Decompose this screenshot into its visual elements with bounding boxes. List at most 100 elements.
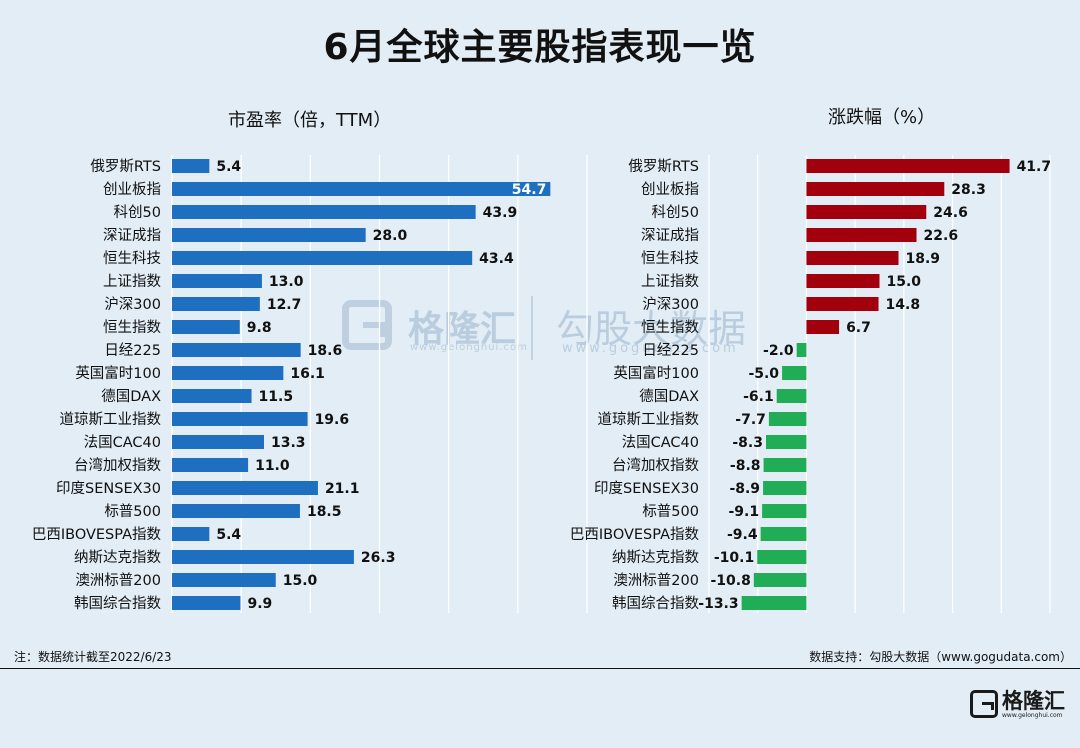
footer-divider [0,668,1080,669]
page-title: 6月全球主要股指表现一览 [323,27,757,68]
bar [765,435,807,449]
category-label: 沪深300 [642,296,699,313]
category-label: 德国DAX [101,388,161,405]
bar [172,550,354,564]
bar [172,228,366,242]
value-label: 11.0 [255,458,290,474]
bar [172,205,476,219]
bar [757,550,807,564]
bar [806,159,1010,173]
bar [806,205,927,219]
category-label: 上证指数 [641,273,699,290]
bar [753,573,807,587]
category-label: 法国CAC40 [622,434,699,451]
value-label: 43.4 [479,251,514,267]
category-label: 科创50 [114,204,161,221]
category-label: 恒生指数 [641,319,699,336]
category-label: 印度SENSEX30 [594,480,699,497]
value-label: 5.4 [216,527,241,543]
category-label: 德国DAX [639,388,699,405]
bar [806,251,899,265]
category-label: 沪深300 [104,296,161,313]
bar [806,182,945,196]
value-label: -7.7 [735,412,766,428]
value-label: 14.8 [886,297,921,313]
footnote: 注：数据统计截至2022/6/23 [14,650,172,664]
value-label: 9.9 [247,596,272,612]
value-label: -13.3 [698,596,738,612]
value-label: 18.9 [905,251,940,267]
data-source: 数据支持：勾股大数据（www.gogudata.com） [809,650,1072,664]
category-label: 英国富时100 [613,364,699,382]
value-label: -8.8 [730,458,761,474]
pe-chart-title: 市盈率（倍，TTM） [228,110,392,131]
bar [776,389,807,403]
value-label: 26.3 [361,550,396,566]
watermark-brand-url: www.gelonghui.com [410,342,528,353]
value-label: 54.7 [512,182,547,198]
category-label: 纳斯达克指数 [74,549,161,566]
category-label: 标普500 [642,503,699,520]
bar [172,159,210,173]
value-label: 5.4 [216,159,241,175]
value-label: 15.0 [283,573,318,589]
value-label: -8.3 [732,435,763,451]
value-label: -6.1 [743,389,774,405]
value-label: -2.0 [763,343,794,359]
category-label: 俄罗斯RTS [628,158,699,175]
bar [782,366,807,380]
value-label: -8.9 [729,481,760,497]
category-label: 英国富时100 [75,364,161,382]
bar [172,435,264,449]
category-label: 纳斯达克指数 [612,549,699,566]
bar [172,343,301,357]
value-label: 18.6 [308,343,343,359]
value-label: 24.6 [933,205,968,221]
category-label: 创业板指 [103,180,161,198]
value-label: 18.5 [307,504,342,520]
value-label: 41.7 [1017,159,1052,175]
category-label: 科创50 [652,204,699,221]
value-label: -9.4 [727,527,758,543]
watermark-divider [531,296,533,360]
bar [806,320,840,334]
category-label: 创业板指 [641,180,699,198]
value-label: 16.1 [290,366,325,382]
category-label: 深证成指 [641,227,699,244]
value-label: 28.0 [373,228,408,244]
value-label: 19.6 [315,412,350,428]
category-label: 日经225 [104,342,161,359]
value-label: 28.3 [951,182,986,198]
category-label: 恒生指数 [103,319,161,336]
category-label: 深证成指 [103,227,161,244]
gelonghui-watermark-icon [342,300,392,350]
watermark-data-name: 勾股大数据 [556,307,747,351]
value-label: 13.3 [271,435,306,451]
watermark-data-url: www.gogudata.com [562,341,739,356]
bar [806,228,917,242]
bar [763,481,807,495]
bar [760,527,807,541]
value-label: 6.7 [846,320,871,336]
value-label: -10.8 [710,573,750,589]
logo-name: 格隆汇 [1002,688,1065,713]
bar [172,458,249,472]
bar [172,596,241,610]
category-label: 上证指数 [103,273,161,290]
category-label: 日经225 [642,342,699,359]
category-label: 俄罗斯RTS [90,158,161,175]
category-label: 法国CAC40 [84,434,161,451]
category-label: 巴西IBOVESPA指数 [570,526,700,543]
logo-url: www.gelonghui.com [1002,711,1063,719]
category-label: 恒生科技 [641,250,699,267]
bar [172,251,473,265]
bar [806,297,879,311]
category-label: 韩国综合指数 [74,595,161,612]
category-label: 澳洲标普200 [75,572,161,589]
value-label: -9.1 [728,504,759,520]
bar [763,458,807,472]
bar [172,527,210,541]
category-label: 道琼斯工业指数 [60,411,162,428]
bar [172,182,551,196]
